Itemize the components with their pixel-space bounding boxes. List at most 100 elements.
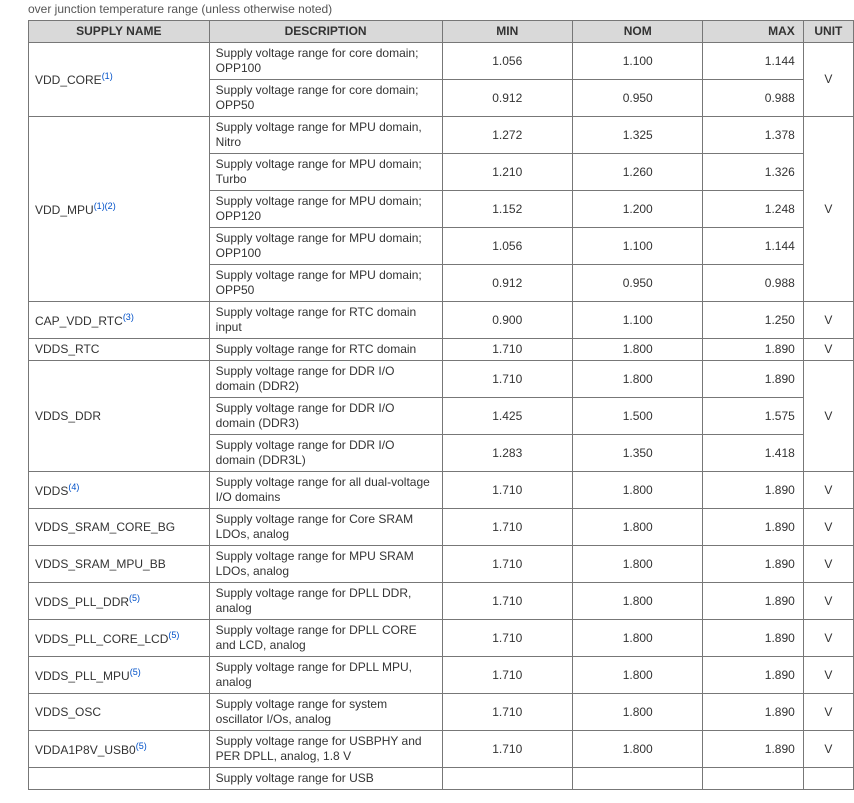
table-row: VDDS_PLL_CORE_LCD(5)Supply voltage range… [29, 620, 854, 657]
supply-name-cell: VDDA1P8V_USB0(5) [29, 731, 210, 768]
unit-cell: V [803, 302, 853, 339]
supply-name-cell: VDDS_RTC [29, 339, 210, 361]
table-row: VDDS_PLL_MPU(5) Supply voltage range for … [29, 657, 854, 694]
col-max: MAX [703, 21, 803, 43]
supply-name-cell: VDDS_DDR [29, 361, 210, 472]
nom-cell: 1.800 [572, 339, 702, 361]
table-caption: over junction temperature range (unless … [28, 0, 854, 20]
table-row: VDDS_OSC Supply voltage range for system … [29, 694, 854, 731]
col-unit: UNIT [803, 21, 853, 43]
unit-cell: V [803, 546, 853, 583]
min-cell: 1.710 [442, 731, 572, 768]
nom-cell: 1.800 [572, 472, 702, 509]
min-cell: 1.710 [442, 361, 572, 398]
supply-name-cell: VDDS(4) [29, 472, 210, 509]
min-cell: 1.425 [442, 398, 572, 435]
nom-cell: 1.500 [572, 398, 702, 435]
supply-name: VDDS_PLL_DDR [35, 595, 129, 609]
table-header-row: SUPPLY NAME DESCRIPTION MIN NOM MAX UNIT [29, 21, 854, 43]
supply-name: VDDS_SRAM_CORE_BG [35, 520, 175, 534]
nom-cell: 1.800 [572, 509, 702, 546]
nom-cell: 1.100 [572, 302, 702, 339]
footnote-ref: (3) [123, 312, 134, 322]
description-cell: Supply voltage range for DPLL CORE and L… [209, 620, 442, 657]
supply-name-cell: VDDS_PLL_DDR(5) [29, 583, 210, 620]
max-cell: 1.890 [703, 694, 803, 731]
supply-name-cell: CAP_VDD_RTC(3) [29, 302, 210, 339]
description-cell: Supply voltage range for USBPHY and PER … [209, 731, 442, 768]
nom-cell: 1.200 [572, 191, 702, 228]
description-cell: Supply voltage range for MPU domain; OPP… [209, 228, 442, 265]
table-row: VDD_MPU(1)(2)Supply voltage range for MP… [29, 117, 854, 154]
min-cell: 1.152 [442, 191, 572, 228]
description-cell: Supply voltage range for DDR I/O domain … [209, 361, 442, 398]
unit-cell: V [803, 117, 853, 302]
description-cell: Supply voltage range for all dual-voltag… [209, 472, 442, 509]
max-cell: 1.418 [703, 435, 803, 472]
nom-cell: 1.800 [572, 731, 702, 768]
supply-name: VDD_MPU [35, 203, 94, 217]
unit-cell: V [803, 509, 853, 546]
nom-cell: 1.325 [572, 117, 702, 154]
min-cell: 1.710 [442, 657, 572, 694]
footnote-ref: (5) [168, 630, 179, 640]
nom-cell: 0.950 [572, 80, 702, 117]
description-cell: Supply voltage range for core domain; OP… [209, 80, 442, 117]
max-cell: 1.890 [703, 472, 803, 509]
max-cell: 0.988 [703, 80, 803, 117]
supply-name-cell: VDDS_SRAM_CORE_BG [29, 509, 210, 546]
unit-cell: V [803, 620, 853, 657]
description-cell: Supply voltage range for MPU domain; Tur… [209, 154, 442, 191]
max-cell: 1.890 [703, 339, 803, 361]
supply-name-cell: VDD_MPU(1)(2) [29, 117, 210, 302]
max-cell: 1.890 [703, 620, 803, 657]
min-cell: 1.710 [442, 472, 572, 509]
unit-cell: V [803, 657, 853, 694]
supply-name: VDDS [35, 484, 68, 498]
supply-name: VDDS_OSC [35, 705, 101, 719]
supply-name: VDDS_DDR [35, 409, 101, 423]
description-cell: Supply voltage range for USB [209, 768, 442, 790]
supply-name-cell: VDDS_SRAM_MPU_BB [29, 546, 210, 583]
footnote-ref: (4) [68, 482, 79, 492]
supply-name: VDDS_RTC [35, 342, 99, 356]
max-cell: 1.326 [703, 154, 803, 191]
supply-name: VDDS_PLL_MPU [35, 669, 130, 683]
table-row: VDD_CORE(1)Supply voltage range for core… [29, 43, 854, 80]
max-cell: 1.575 [703, 398, 803, 435]
max-cell: 1.144 [703, 43, 803, 80]
table-row: VDDS(4)Supply voltage range for all dual… [29, 472, 854, 509]
min-cell: 1.210 [442, 154, 572, 191]
unit-cell: V [803, 731, 853, 768]
unit-cell: V [803, 361, 853, 472]
max-cell: 1.890 [703, 509, 803, 546]
unit-cell: V [803, 472, 853, 509]
description-cell: Supply voltage range for core domain; OP… [209, 43, 442, 80]
nom-cell: 0.950 [572, 265, 702, 302]
supply-name-cell: VDDS_OSC [29, 694, 210, 731]
table-row-cutoff: Supply voltage range for USB [29, 768, 854, 790]
max-cell: 1.144 [703, 228, 803, 265]
empty-cell [703, 768, 803, 790]
empty-cell [803, 768, 853, 790]
description-cell: Supply voltage range for MPU SRAM LDOs, … [209, 546, 442, 583]
supply-name: CAP_VDD_RTC [35, 314, 123, 328]
min-cell: 1.710 [442, 509, 572, 546]
unit-cell: V [803, 583, 853, 620]
nom-cell: 1.800 [572, 657, 702, 694]
min-cell: 1.710 [442, 339, 572, 361]
min-cell: 0.912 [442, 80, 572, 117]
min-cell: 1.272 [442, 117, 572, 154]
description-cell: Supply voltage range for DDR I/O domain … [209, 435, 442, 472]
footnote-ref: (5) [130, 667, 141, 677]
min-cell: 1.056 [442, 43, 572, 80]
description-cell: Supply voltage range for MPU domain, Nit… [209, 117, 442, 154]
description-cell: Supply voltage range for system oscillat… [209, 694, 442, 731]
footnote-ref: (1)(2) [94, 201, 116, 211]
description-cell: Supply voltage range for DPLL DDR, analo… [209, 583, 442, 620]
description-cell: Supply voltage range for DDR I/O domain … [209, 398, 442, 435]
nom-cell: 1.260 [572, 154, 702, 191]
description-cell: Supply voltage range for DPLL MPU, analo… [209, 657, 442, 694]
table-row: VDDS_RTCSupply voltage range for RTC dom… [29, 339, 854, 361]
table-row: VDDS_PLL_DDR(5)Supply voltage range for … [29, 583, 854, 620]
